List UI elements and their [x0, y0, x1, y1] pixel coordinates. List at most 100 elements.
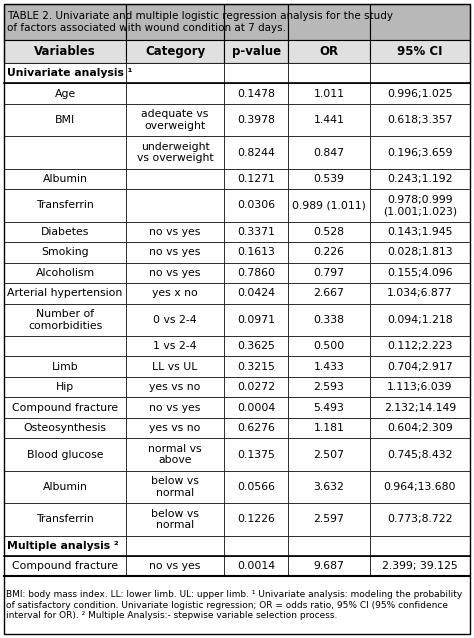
Bar [288, 84, 370, 104]
Bar [288, 304, 370, 336]
Text: 0.0306: 0.0306 [237, 200, 275, 211]
Bar [126, 503, 224, 535]
Bar [126, 221, 224, 242]
Bar [288, 40, 370, 63]
Bar [126, 336, 224, 357]
Text: 3.632: 3.632 [314, 482, 345, 492]
Text: yes x no: yes x no [152, 288, 198, 299]
Text: Transferrin: Transferrin [36, 514, 94, 524]
Bar [4, 357, 126, 377]
Text: 0.226: 0.226 [313, 248, 345, 257]
Text: Transferrin: Transferrin [36, 200, 94, 211]
Text: Multiple analysis ²: Multiple analysis ² [7, 541, 119, 551]
Bar [4, 397, 126, 418]
Bar [288, 168, 370, 189]
Bar [288, 556, 370, 577]
Bar [288, 137, 370, 168]
Bar [126, 471, 224, 503]
Text: below vs
normal: below vs normal [151, 508, 199, 530]
Text: Albumin: Albumin [43, 482, 88, 492]
Text: TABLE 2. Univariate and multiple logistic regression analysis for the study
of f: TABLE 2. Univariate and multiple logisti… [7, 11, 393, 33]
Text: Albumin: Albumin [43, 174, 88, 184]
Text: Number of
comorbidities: Number of comorbidities [28, 309, 102, 330]
Text: underweight
vs overweight: underweight vs overweight [137, 142, 213, 163]
Bar [126, 357, 224, 377]
Text: 0.196;3.659: 0.196;3.659 [387, 147, 453, 158]
Bar [4, 471, 126, 503]
Bar [224, 471, 288, 503]
Bar [126, 304, 224, 336]
Text: Age: Age [55, 89, 76, 99]
Text: 0.528: 0.528 [313, 227, 345, 237]
Bar [4, 221, 126, 242]
Text: 0.604;2.309: 0.604;2.309 [387, 423, 453, 433]
Text: Compound fracture: Compound fracture [12, 561, 118, 571]
Text: Alcoholism: Alcoholism [36, 268, 95, 278]
Bar [370, 418, 470, 438]
Bar [126, 242, 224, 263]
Bar [370, 438, 470, 471]
Bar [370, 189, 470, 221]
Bar [4, 283, 126, 304]
Text: 1 vs 2-4: 1 vs 2-4 [153, 341, 197, 351]
Text: 2.399; 39.125: 2.399; 39.125 [382, 561, 458, 571]
Bar [224, 263, 288, 283]
Text: 0.1613: 0.1613 [237, 248, 275, 257]
Bar [370, 63, 470, 84]
Bar [126, 377, 224, 397]
Text: normal vs
above: normal vs above [148, 444, 202, 465]
Bar [370, 221, 470, 242]
Bar [370, 84, 470, 104]
Bar [224, 357, 288, 377]
Text: Compound fracture: Compound fracture [12, 403, 118, 413]
Bar [4, 438, 126, 471]
Bar [126, 84, 224, 104]
Bar [4, 4, 126, 40]
Text: 0.618;3.357: 0.618;3.357 [387, 115, 453, 125]
Bar [370, 535, 470, 556]
Bar [370, 336, 470, 357]
Bar [126, 438, 224, 471]
Text: 0.155;4.096: 0.155;4.096 [387, 268, 453, 278]
Text: 1.181: 1.181 [314, 423, 345, 433]
Text: 0.338: 0.338 [313, 315, 345, 325]
Bar [224, 503, 288, 535]
Bar [4, 503, 126, 535]
Bar [126, 535, 224, 556]
Text: Smoking: Smoking [41, 248, 89, 257]
Bar [126, 556, 224, 577]
Text: yes vs no: yes vs no [149, 423, 201, 433]
Text: 0 vs 2-4: 0 vs 2-4 [153, 315, 197, 325]
Bar [370, 137, 470, 168]
Bar [288, 418, 370, 438]
Text: Variables: Variables [34, 45, 96, 58]
Bar [288, 336, 370, 357]
Text: 0.1478: 0.1478 [237, 89, 275, 99]
Text: below vs
normal: below vs normal [151, 476, 199, 498]
Bar [4, 535, 126, 556]
Text: 0.143;1.945: 0.143;1.945 [387, 227, 453, 237]
Bar [224, 189, 288, 221]
Text: 2.132;14.149: 2.132;14.149 [384, 403, 456, 413]
Bar [370, 357, 470, 377]
Bar [4, 189, 126, 221]
Bar [224, 336, 288, 357]
Text: 0.964;13.680: 0.964;13.680 [383, 482, 456, 492]
Bar [126, 397, 224, 418]
Bar [288, 104, 370, 137]
Bar [370, 471, 470, 503]
Bar [4, 137, 126, 168]
Bar [4, 263, 126, 283]
Text: 0.539: 0.539 [313, 174, 345, 184]
Bar [224, 84, 288, 104]
Bar [224, 377, 288, 397]
Text: 2.597: 2.597 [314, 514, 345, 524]
Bar [370, 503, 470, 535]
Bar [370, 377, 470, 397]
Text: 1.433: 1.433 [314, 362, 345, 372]
Text: 0.996;1.025: 0.996;1.025 [387, 89, 453, 99]
Bar [126, 189, 224, 221]
Bar [224, 438, 288, 471]
Bar [4, 336, 126, 357]
Text: 5.493: 5.493 [314, 403, 345, 413]
